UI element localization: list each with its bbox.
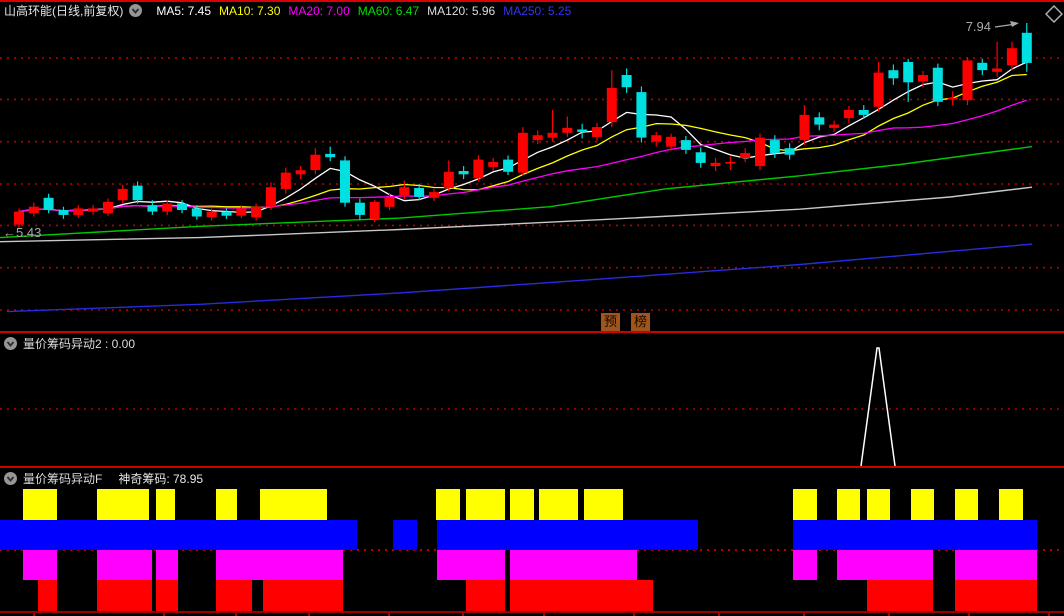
chip-bar-red-row bbox=[97, 580, 152, 611]
axis-tick bbox=[388, 613, 390, 616]
left-price-annotation: ←5.43 bbox=[3, 225, 41, 240]
chevron-down-icon[interactable] bbox=[4, 472, 17, 485]
candlestick-series bbox=[14, 23, 1032, 228]
ma-line-MA250 bbox=[6, 243, 1033, 313]
axis-tick bbox=[33, 613, 35, 616]
chip-bar-magenta-row bbox=[216, 550, 343, 580]
badge-bang[interactable]: 榜 bbox=[631, 313, 650, 331]
chip-bar-magenta-row bbox=[510, 550, 637, 580]
indicatorF-title: 量价筹码异动F bbox=[23, 472, 103, 486]
chip-bar-yellow-row bbox=[510, 489, 534, 520]
main-chart-header: 山高环能(日线,前复权) MA5: 7.45 MA10: 7.30 MA20: 7.… bbox=[4, 2, 571, 19]
indicator2-title: 量价筹码异动2 : 0.00 bbox=[23, 337, 136, 351]
chip-bar-yellow-row bbox=[584, 489, 623, 520]
indicator2-spike bbox=[860, 347, 896, 466]
chip-bar-magenta-row bbox=[23, 550, 57, 580]
chip-bar-yellow-row bbox=[911, 489, 934, 520]
chip-bar-red-row bbox=[955, 580, 1037, 611]
axis-tick bbox=[968, 613, 970, 616]
indicator2-header: 量价筹码异动2 : 0.00 bbox=[4, 335, 135, 352]
chip-bar-magenta-row bbox=[955, 550, 1037, 580]
ma-label-3: MA60: 6.47 bbox=[357, 3, 420, 18]
ma-labels: MA5: 7.45 MA10: 7.30 MA20: 7.00 MA60: 6.47 M… bbox=[148, 4, 571, 18]
panel-divider-2 bbox=[0, 466, 1064, 468]
chip-bar-yellow-row bbox=[156, 489, 175, 520]
chip-bar-red-row bbox=[38, 580, 57, 611]
chevron-down-icon[interactable] bbox=[4, 337, 17, 350]
axis-tick bbox=[718, 613, 720, 616]
ma-label-5: MA250: 5.25 bbox=[503, 3, 572, 18]
chip-bar-yellow-row bbox=[23, 489, 57, 520]
panel-divider-1 bbox=[0, 331, 1064, 333]
chip-bar-blue-row bbox=[393, 520, 417, 550]
ma-line-MA120 bbox=[0, 186, 1033, 243]
candlestick-chart[interactable]: ←5.43 7.94 bbox=[0, 0, 1064, 331]
indicator2-chart[interactable] bbox=[0, 331, 1064, 466]
top-border-line bbox=[0, 0, 1064, 2]
chip-bar-yellow-row bbox=[793, 489, 817, 520]
chip-bar-blue-row bbox=[437, 520, 698, 550]
chip-bar-red-row bbox=[216, 580, 252, 611]
indicatorF-reading: 神奇筹码: 78.95 bbox=[118, 472, 204, 486]
chip-bar-yellow-row bbox=[999, 489, 1023, 520]
grid-lines bbox=[0, 57, 1064, 311]
ma-label-2: MA20: 7.00 bbox=[288, 3, 350, 18]
chip-bar-magenta-row bbox=[156, 550, 178, 580]
axis-tick bbox=[462, 613, 464, 616]
axis-tick bbox=[543, 613, 545, 616]
chip-bar-yellow-row bbox=[97, 489, 149, 520]
chip-bar-magenta-row bbox=[837, 550, 933, 580]
diamond-icon bbox=[1045, 5, 1063, 23]
ma-label-0: MA5: 7.45 bbox=[156, 3, 212, 18]
chip-bar-blue-row bbox=[0, 520, 357, 550]
chip-bar-yellow-row bbox=[867, 489, 890, 520]
high-arrowhead bbox=[1010, 21, 1019, 27]
axis-tick bbox=[308, 613, 310, 616]
chip-bar-magenta-row bbox=[793, 550, 817, 580]
high-price-annotation: 7.94 bbox=[966, 19, 991, 34]
chip-bar-red-row bbox=[156, 580, 178, 611]
axis-tick bbox=[235, 613, 237, 616]
ma-label-1: MA10: 7.30 bbox=[219, 3, 281, 18]
stock-title: 山高环能(日线,前复权) bbox=[4, 4, 124, 18]
ma-line-MA60 bbox=[0, 145, 1033, 239]
axis-tick bbox=[888, 613, 890, 616]
chip-bar-magenta-row bbox=[437, 550, 505, 580]
chip-bar-red-row bbox=[867, 580, 933, 611]
indicatorF-header: 量价筹码异动F 神奇筹码: 78.95 bbox=[4, 470, 203, 487]
ma-label-4: MA120: 5.96 bbox=[427, 3, 496, 18]
chip-bar-red-row bbox=[466, 580, 505, 611]
chip-bar-blue-row bbox=[793, 520, 1037, 550]
chevron-down-icon[interactable] bbox=[129, 4, 143, 17]
chip-bar-red-row bbox=[510, 580, 653, 611]
badge-yu[interactable]: 预 bbox=[601, 313, 620, 331]
axis-tick bbox=[633, 613, 635, 616]
chip-bar-red-row bbox=[263, 580, 343, 611]
chip-bar-yellow-row bbox=[837, 489, 860, 520]
chip-bar-yellow-row bbox=[539, 489, 578, 520]
chip-bar-yellow-row bbox=[955, 489, 978, 520]
chip-bar-magenta-row bbox=[97, 550, 152, 580]
axis-tick bbox=[803, 613, 805, 616]
chip-bar-yellow-row bbox=[216, 489, 237, 520]
axis-tick bbox=[163, 613, 165, 616]
axis-tick bbox=[1048, 613, 1050, 616]
chip-baseline bbox=[0, 611, 1064, 613]
chip-bar-yellow-row bbox=[436, 489, 460, 520]
chip-bar-yellow-row bbox=[260, 489, 327, 520]
chip-bar-yellow-row bbox=[466, 489, 505, 520]
